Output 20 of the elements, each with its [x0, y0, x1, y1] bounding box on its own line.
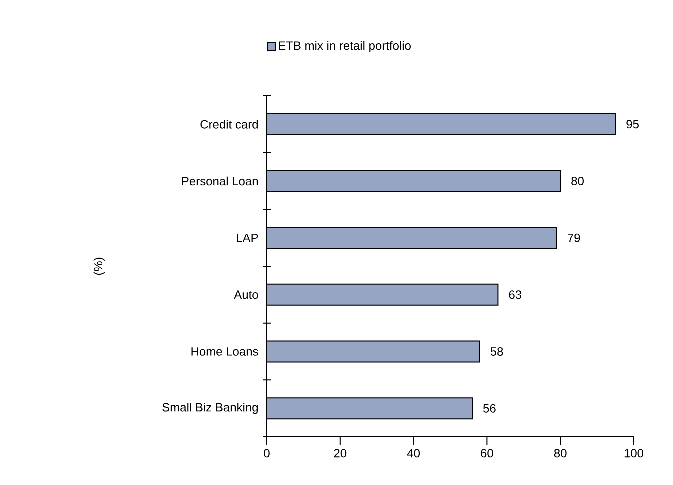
legend-label: ETB mix in retail portfolio — [279, 41, 411, 52]
data-label: 79 — [568, 234, 580, 242]
x-tick-label: 80 — [554, 449, 567, 458]
data-label: 95 — [626, 120, 639, 129]
y-tick-label: Personal Loan — [182, 176, 258, 186]
y-tick-label: Credit card — [200, 120, 258, 129]
x-tick-label: 20 — [334, 449, 347, 458]
data-label: 58 — [490, 348, 504, 356]
x-tick-label: 40 — [407, 449, 420, 458]
x-tick-label: 100 — [624, 449, 644, 458]
data-label: 63 — [509, 290, 522, 300]
data-label: 56 — [484, 404, 496, 413]
y-tick-label: Home Loans — [192, 348, 258, 356]
y-tick-label: Auto — [234, 290, 258, 300]
y-tick-label: Small Biz Banking — [162, 402, 258, 414]
data-label: 80 — [572, 177, 584, 186]
x-tick-label: 0 — [264, 449, 270, 458]
x-tick-label: 60 — [481, 449, 494, 458]
y-tick-label: LAP — [237, 234, 258, 242]
y-axis-title: (%) — [94, 258, 105, 276]
